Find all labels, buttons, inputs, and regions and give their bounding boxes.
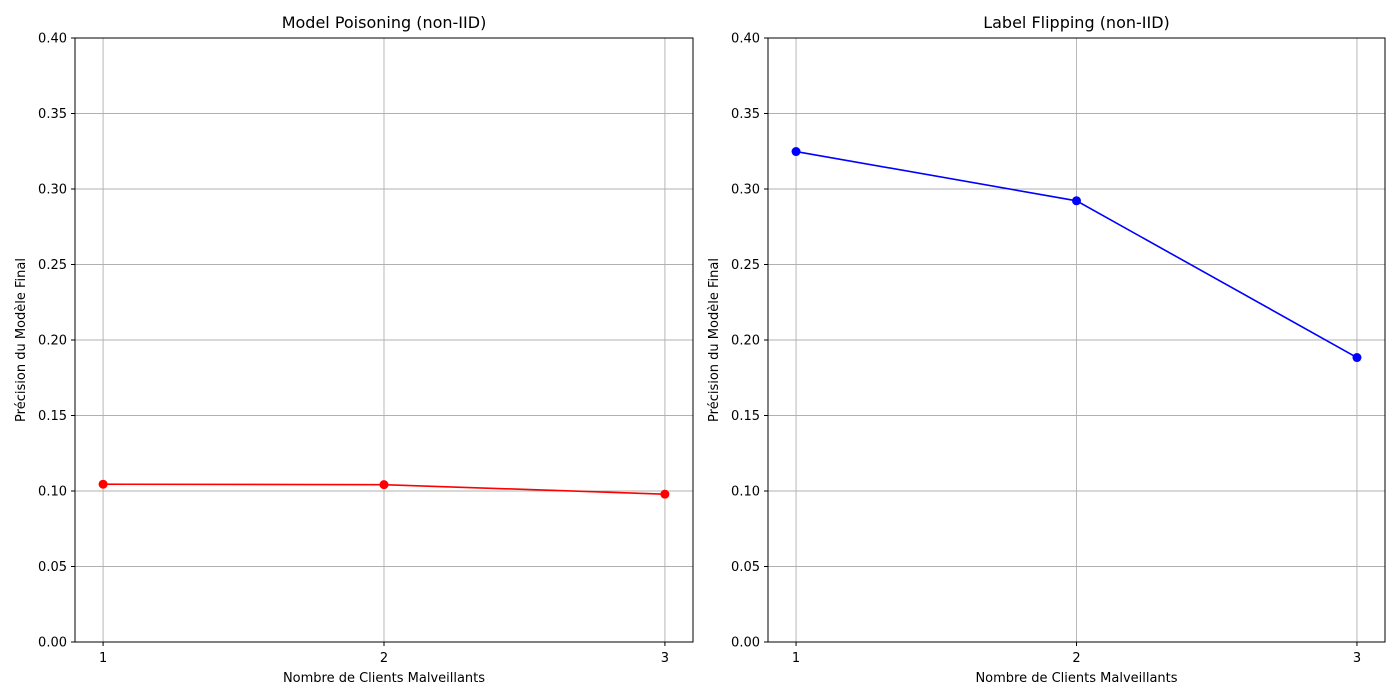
- chart-panel-1: 1 2 3 0.00 0.05 0.10 0.15 0.20 0.25 0.30 0.35 0.40 M…: [14, 13, 694, 686]
- y-tick-label: 0.15: [38, 409, 67, 424]
- y-tick-label: 0.35: [38, 107, 67, 122]
- data-point: [791, 147, 801, 157]
- y-tick-label: 0.40: [731, 32, 760, 47]
- chart-title: Label Flipping (non-IID): [983, 13, 1170, 32]
- y-tick-label: 0.00: [731, 636, 760, 651]
- y-axis-label: Précision du Modèle Final: [707, 258, 722, 422]
- x-axis-label: Nombre de Clients Malveillants: [975, 671, 1177, 686]
- y-tick-label: 0.00: [38, 636, 67, 651]
- x-tick-label: 2: [1072, 651, 1080, 666]
- x-tick-label: 1: [792, 651, 800, 666]
- data-point: [1072, 196, 1081, 206]
- chart-panel-2: 1 2 3 0.00 0.05 0.10 0.15 0.20 0.25 0.30 0.35 0.40 L…: [707, 13, 1386, 686]
- y-tick-label: 0.05: [731, 560, 760, 575]
- y-tick-label: 0.30: [38, 183, 67, 198]
- x-axis-label: Nombre de Clients Malveillants: [283, 671, 485, 686]
- y-tick-label: 0.40: [38, 32, 67, 47]
- x-tick-label: 3: [661, 651, 669, 666]
- y-tick-label: 0.20: [38, 334, 67, 349]
- data-point: [98, 479, 108, 489]
- data-point: [660, 489, 670, 499]
- data-point: [1352, 353, 1362, 363]
- y-tick-label: 0.10: [731, 485, 760, 500]
- chart-title: Model Poisoning (non-IID): [282, 13, 487, 32]
- y-tick-label: 0.35: [731, 107, 760, 122]
- y-tick-label: 0.20: [731, 334, 760, 349]
- y-tick-label: 0.30: [731, 183, 760, 198]
- x-tick-label: 1: [99, 651, 107, 666]
- y-tick-label: 0.10: [38, 485, 67, 500]
- y-tick-label: 0.05: [38, 560, 67, 575]
- y-axis-label: Précision du Modèle Final: [14, 258, 29, 422]
- x-tick-label: 3: [1353, 651, 1361, 666]
- y-tick-label: 0.25: [731, 258, 760, 273]
- y-tick-label: 0.15: [731, 409, 760, 424]
- x-tick-label: 2: [380, 651, 388, 666]
- data-point: [379, 480, 389, 490]
- y-tick-label: 0.25: [38, 258, 67, 273]
